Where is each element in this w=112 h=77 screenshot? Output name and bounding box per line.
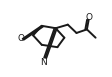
Text: N: N (40, 58, 47, 67)
Text: O: O (86, 13, 93, 22)
Text: O: O (17, 34, 24, 43)
